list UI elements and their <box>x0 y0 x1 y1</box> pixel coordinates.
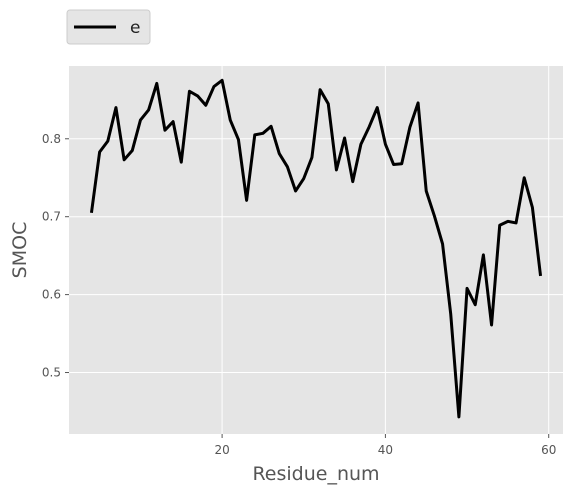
y-axis-label: SMOC <box>9 222 31 279</box>
x-axis-ticks: 20 40 60 <box>214 434 556 457</box>
y-tick-label: 0.5 <box>42 366 61 380</box>
grid-lines <box>69 66 563 434</box>
x-tick-label: 20 <box>214 443 229 457</box>
x-tick-label: 60 <box>541 443 556 457</box>
series-line-e <box>89 78 543 419</box>
legend-label: e <box>130 18 140 38</box>
y-axis-ticks: 0.5 0.6 0.7 0.8 <box>42 132 69 380</box>
series-layer <box>89 78 543 419</box>
y-tick-label: 0.8 <box>42 132 61 146</box>
x-axis-label: Residue_num <box>252 463 379 485</box>
legend: e <box>66 9 151 45</box>
x-tick-label: 40 <box>378 443 393 457</box>
y-tick-label: 0.7 <box>42 210 61 224</box>
y-tick-label: 0.6 <box>42 288 61 302</box>
